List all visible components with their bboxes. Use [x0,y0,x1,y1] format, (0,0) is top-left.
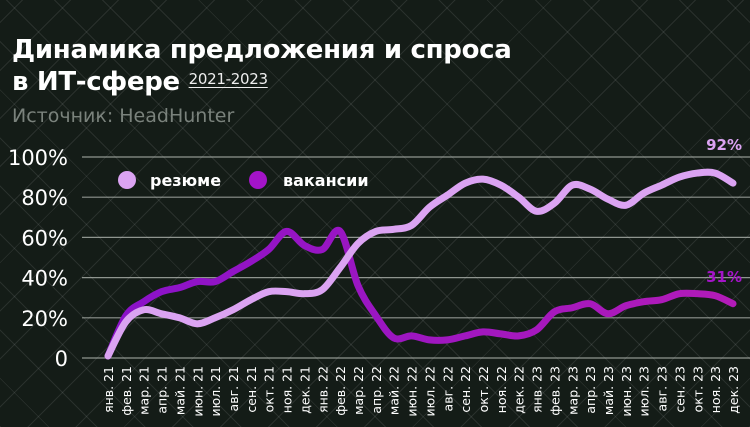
x-tick-label: мар. 22 [351,366,366,415]
annotation-resume: 92% [706,136,742,154]
legend-label-resume: резюме [150,171,221,190]
x-tick-label: окт. 21 [262,366,277,412]
x-tick-label: сен. 21 [244,366,259,413]
y-tick-label: 20% [21,307,68,331]
x-tick-label: дек. 22 [512,366,527,414]
title-line-1: Динамика предложения и спроса [12,35,512,65]
x-tick-label: фев. 21 [119,366,134,416]
x-tick-label: июн. 23 [619,366,634,417]
x-tick-label: май. 21 [172,366,187,415]
x-tick-label: авг. 22 [440,366,455,411]
x-tick-label: июл. 23 [637,366,652,417]
x-tick-label: фев. 23 [547,366,562,416]
x-tick-label: окт. 22 [476,366,491,412]
annotation-vacancies: 31% [706,268,742,286]
x-tick-label: апр. 21 [155,366,170,414]
x-tick-label: июн. 22 [405,366,420,417]
x-tick-label: янв. 22 [315,366,330,413]
y-tick-label: 40% [21,267,68,291]
title-line-2: в ИТ-сфере [12,67,180,97]
y-tick-label: 80% [21,186,68,210]
x-tick-label: янв. 23 [530,366,545,413]
x-tick-label: апр. 22 [369,366,384,414]
x-tick-label: июн. 21 [190,366,205,417]
x-tick-label: фев. 22 [333,366,348,416]
x-tick-label: ноя. 23 [708,366,723,413]
series-line-resume [104,168,737,360]
x-tick-label: апр. 23 [583,366,598,414]
x-tick-label: ноя. 22 [494,366,509,413]
x-tick-label: авг. 21 [226,366,241,411]
x-tick-label: июл. 21 [208,366,223,417]
x-tick-label: сен. 22 [458,366,473,413]
series-line-vacancies [104,226,737,360]
x-tick-label: дек. 23 [726,366,741,414]
x-tick-label: авг. 23 [655,366,670,411]
legend-marker-resume [118,171,136,189]
x-tick-label: окт. 23 [690,366,705,412]
x-tick-label: сен. 23 [672,366,687,413]
title-years: 2021-2023 [188,70,268,88]
x-tick-label: май. 22 [387,366,402,415]
y-tick-label: 60% [21,226,68,250]
x-tick-label: июл. 22 [422,366,437,417]
legend-marker-vacancies [249,171,267,189]
x-tick-label: янв. 21 [101,366,116,413]
y-tick-label: 100% [8,146,68,170]
chart-title: Динамика предложения и спроса в ИТ-сфере… [12,36,512,97]
x-tick-label: май. 23 [601,366,616,415]
x-tick-label: мар. 23 [565,366,580,415]
source-label: Источник: HeadHunter [12,105,235,127]
x-tick-label: мар. 21 [137,366,152,415]
x-tick-label: дек. 21 [297,366,312,414]
legend: резюме вакансии [118,171,369,190]
x-tick-label: ноя. 21 [280,366,295,413]
legend-label-vacancies: вакансии [283,171,369,190]
y-tick-label: 0 [55,347,68,371]
